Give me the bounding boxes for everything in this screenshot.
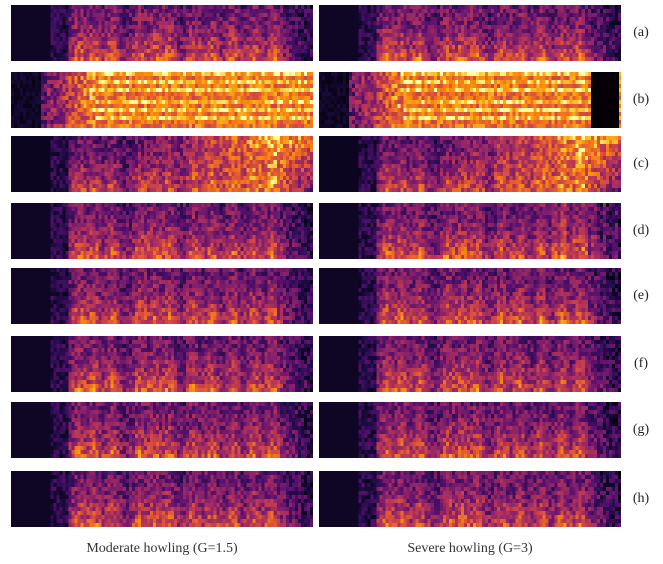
row-label-g: (g) — [626, 422, 656, 438]
row-label-e: (e) — [626, 288, 656, 304]
spectrogram-panel-b-severe — [319, 72, 621, 128]
spectrogram-panel-f-moderate — [11, 336, 313, 392]
row-label-b: (b) — [626, 92, 656, 108]
row-label-d: (d) — [626, 223, 656, 239]
spectrogram-panel-h-severe — [319, 471, 621, 527]
spectrogram-panel-d-moderate — [11, 203, 313, 259]
spectrogram-panel-h-moderate — [11, 471, 313, 527]
spectrogram-panel-a-moderate — [11, 5, 313, 61]
column-caption-moderate: Moderate howling (G=1.5) — [11, 541, 313, 557]
spectrogram-panel-e-severe — [319, 268, 621, 324]
column-caption-severe: Severe howling (G=3) — [319, 541, 621, 557]
row-label-a: (a) — [626, 25, 656, 41]
spectrogram-panel-f-severe — [319, 336, 621, 392]
spectrogram-panel-b-moderate — [11, 72, 313, 128]
spectrogram-panel-g-severe — [319, 402, 621, 458]
row-label-h: (h) — [626, 491, 656, 507]
spectrogram-panel-c-moderate — [11, 136, 313, 192]
spectrogram-panel-d-severe — [319, 203, 621, 259]
spectrogram-panel-c-severe — [319, 136, 621, 192]
spectrogram-panel-e-moderate — [11, 268, 313, 324]
row-label-f: (f) — [626, 356, 656, 372]
row-label-c: (c) — [626, 156, 656, 172]
spectrogram-panel-g-moderate — [11, 402, 313, 458]
spectrogram-panel-a-severe — [319, 5, 621, 61]
